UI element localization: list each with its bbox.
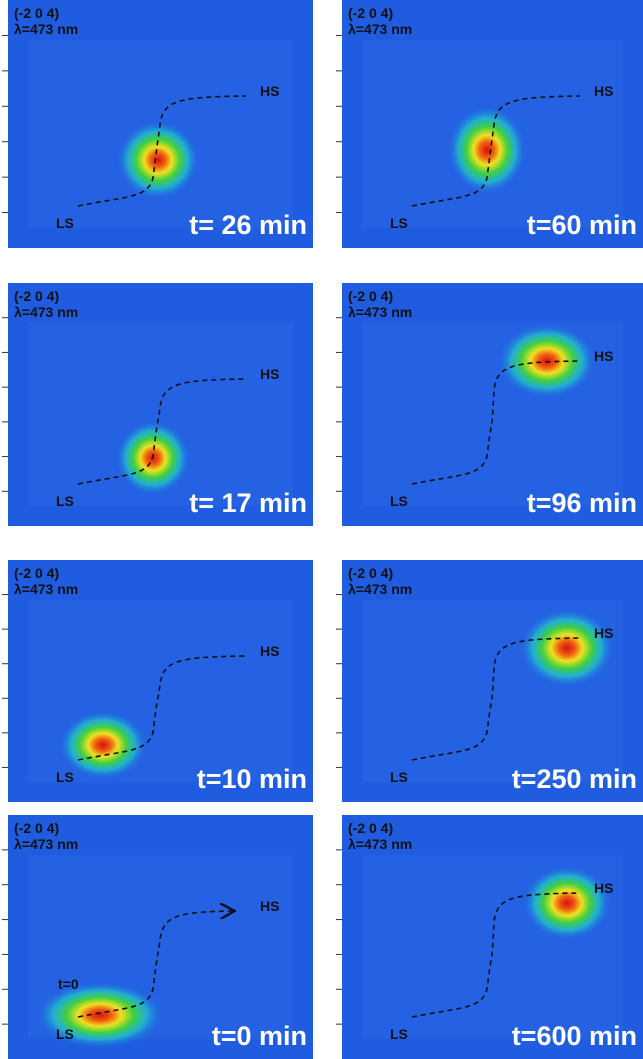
ls-label: LS bbox=[390, 769, 408, 785]
reflection-label: (-2 0 4) bbox=[14, 820, 59, 836]
time-label: t=600 min bbox=[512, 1021, 637, 1051]
intensity-spot bbox=[447, 105, 527, 195]
time-label: t=10 min bbox=[197, 764, 307, 794]
wavelength-label: λ=473 nm bbox=[14, 304, 78, 320]
ls-label: LS bbox=[56, 215, 74, 231]
time-label: t= 26 min bbox=[189, 210, 307, 240]
wavelength-label: λ=473 nm bbox=[348, 304, 412, 320]
panel: (-2 0 4)λ=473 nm HS LS t=96 min bbox=[336, 283, 643, 526]
panel: (-2 0 4)λ=473 nm HS LS t= 26 min bbox=[2, 0, 313, 248]
wavelength-label: λ=473 nm bbox=[14, 836, 78, 852]
time-label: t=60 min bbox=[527, 210, 637, 240]
wavelength-label: λ=473 nm bbox=[348, 21, 412, 37]
panel: (-2 0 4)λ=473 nm HS LS t= 17 min bbox=[2, 283, 313, 526]
reflection-label: (-2 0 4) bbox=[14, 565, 59, 581]
wavelength-label: λ=473 nm bbox=[348, 581, 412, 597]
intensity-spot bbox=[116, 120, 200, 200]
panel: (-2 0 4)λ=473 nm HS LS t=60 min bbox=[336, 0, 643, 248]
reflection-label: (-2 0 4) bbox=[348, 565, 393, 581]
time-label: t=250 min bbox=[512, 764, 637, 794]
ls-label: LS bbox=[390, 215, 408, 231]
intensity-spot bbox=[35, 981, 165, 1049]
hs-label: HS bbox=[594, 348, 613, 364]
intensity-spot bbox=[519, 608, 615, 688]
figure: (-2 0 4)λ=473 nmHSLSt= 26 min(-2 0 4)λ=4… bbox=[0, 0, 643, 1059]
hs-label: HS bbox=[260, 366, 279, 382]
reflection-label: (-2 0 4) bbox=[348, 288, 393, 304]
hs-label: HS bbox=[260, 83, 279, 99]
panel: (-2 0 4)λ=473 nm HS LS t=600 min bbox=[336, 815, 643, 1059]
reflection-label: (-2 0 4) bbox=[348, 5, 393, 21]
time-label: t= 17 min bbox=[189, 488, 307, 518]
hs-label: HS bbox=[594, 625, 613, 641]
panel: (-2 0 4)λ=473 nm HS LS t=250 min bbox=[336, 560, 643, 802]
intensity-spot bbox=[497, 323, 597, 399]
time-label: t=0 min bbox=[212, 1021, 307, 1051]
panel: (-2 0 4)λ=473 nm HS LS t=10 min bbox=[2, 560, 313, 802]
reflection-label: (-2 0 4) bbox=[348, 820, 393, 836]
intensity-spot bbox=[522, 865, 612, 941]
reflection-label: (-2 0 4) bbox=[14, 288, 59, 304]
time-label: t=96 min bbox=[527, 488, 637, 518]
hs-label: HS bbox=[260, 643, 279, 659]
start-marker: t=0 bbox=[58, 976, 79, 992]
ls-label: LS bbox=[56, 769, 74, 785]
panel: (-2 0 4)λ=473 nm HS LS t=0 min t=0 bbox=[2, 815, 313, 1059]
hs-label: HS bbox=[594, 880, 613, 896]
ls-label: LS bbox=[390, 1026, 408, 1042]
wavelength-label: λ=473 nm bbox=[14, 581, 78, 597]
ls-label: LS bbox=[56, 493, 74, 509]
reflection-label: (-2 0 4) bbox=[14, 5, 59, 21]
hs-label: HS bbox=[594, 83, 613, 99]
wavelength-label: λ=473 nm bbox=[348, 836, 412, 852]
hs-label: HS bbox=[260, 898, 279, 914]
wavelength-label: λ=473 nm bbox=[14, 21, 78, 37]
ls-label: LS bbox=[56, 1026, 74, 1042]
ls-label: LS bbox=[390, 493, 408, 509]
